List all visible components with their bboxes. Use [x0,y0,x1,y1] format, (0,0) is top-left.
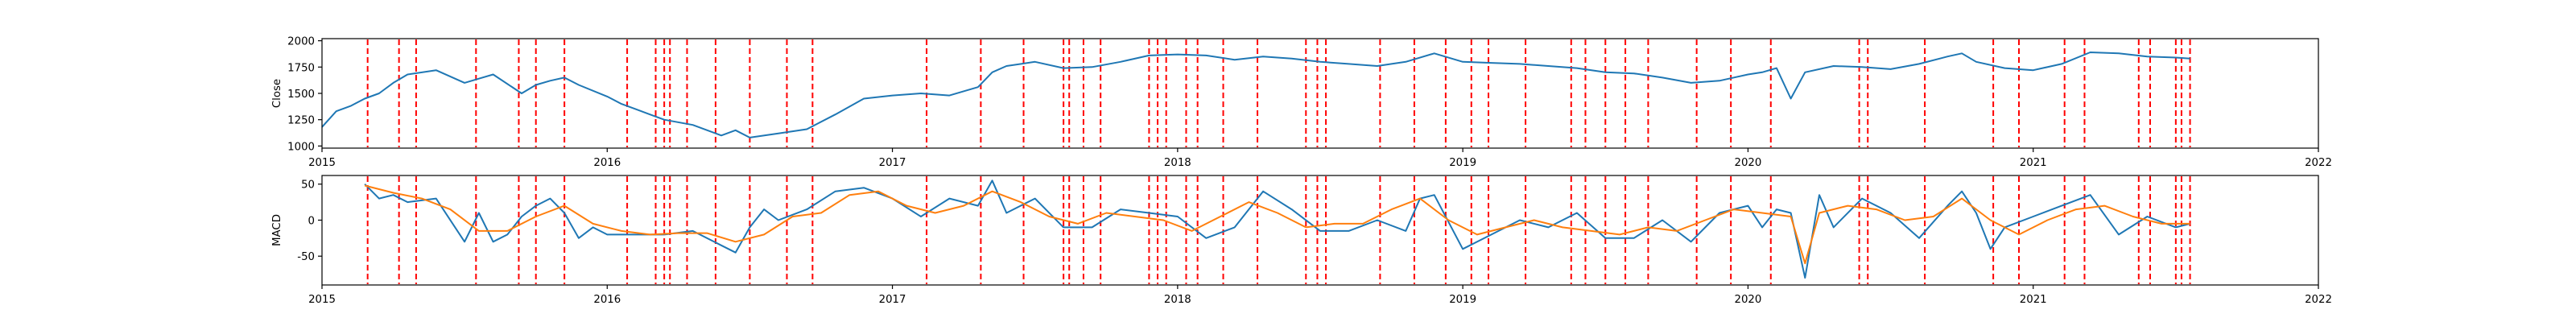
x-tick-label: 2020 [1735,157,1762,169]
y-tick-label: 1750 [287,62,315,74]
y-tick-label: 50 [301,180,315,192]
x-tick-label: 2017 [879,157,906,169]
x-tick-label: 2020 [1735,294,1762,306]
y-axis-label: MACD [271,214,283,246]
x-tick-label: 2019 [1449,294,1476,306]
x-tick-label: 2015 [308,157,336,169]
y-tick-label: 2000 [287,36,315,48]
x-tick-label: 2018 [1164,157,1191,169]
x-tick-label: 2018 [1164,294,1191,306]
macd-line [364,180,2190,279]
x-tick-label: 2021 [2020,294,2047,306]
x-tick-label: 2022 [2305,294,2332,306]
macd-panel: 2015 2016 2017 2018 2019 2020 2021 2022 -50 0 50 MA… [271,175,2332,306]
axes-frame [321,175,2319,286]
close-price-line [321,52,2190,138]
close-price-panel: 2015 2016 2017 2018 2019 2020 2021 2022 1000 1250… [271,36,2332,169]
y-axis-label: Close [271,79,283,108]
signal-line [364,184,2190,265]
y-tick-label: 0 [308,215,315,227]
x-tick-label: 2017 [879,294,906,306]
x-tick-label: 2016 [593,157,621,169]
x-tick-label: 2019 [1449,157,1476,169]
x-tick-label: 2021 [2020,157,2047,169]
y-tick-label: 1000 [287,141,315,153]
y-tick-label: -50 [297,251,315,263]
y-tick-label: 1250 [287,115,315,127]
x-tick-label: 2022 [2305,157,2332,169]
x-tick-label: 2016 [593,294,621,306]
y-tick-label: 1500 [287,89,315,101]
x-tick-label: 2015 [308,294,336,306]
